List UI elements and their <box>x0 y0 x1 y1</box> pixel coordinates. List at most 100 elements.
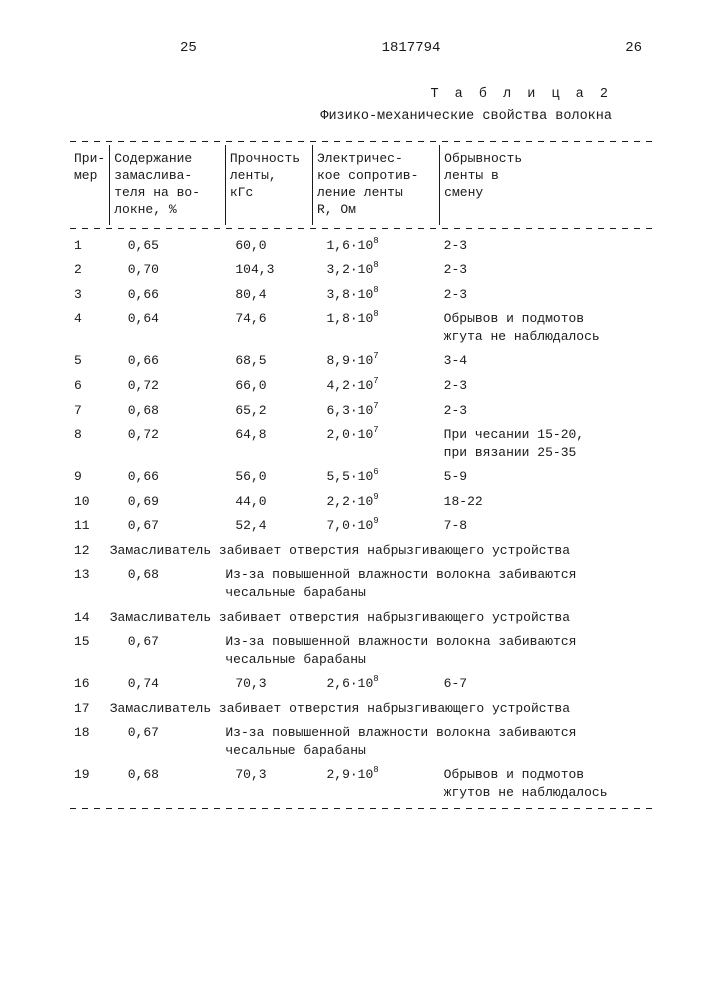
cell-note: Из-за повышенной влажности волокна забив… <box>225 629 652 671</box>
cell-n: 19 <box>70 762 110 804</box>
col-header-strength: Прочностьленты,кГс <box>225 145 312 225</box>
cell-note: Замасливатель забивает отверстия набрызг… <box>110 696 652 721</box>
cell-n: 4 <box>70 306 110 348</box>
cell-a: 0,69 <box>110 489 226 514</box>
page-num-left: 25 <box>180 40 197 56</box>
page-num-right: 26 <box>625 40 642 56</box>
col-header-resistance: Электричес-кое сопротив-ление лентыR, Ом <box>312 145 439 225</box>
cell-n: 7 <box>70 398 110 423</box>
table-label: Т а б л и ц а 2 <box>70 84 612 106</box>
cell-a: 0,66 <box>110 282 226 307</box>
cell-a: 0,70 <box>110 257 226 282</box>
cell-n: 14 <box>70 605 110 630</box>
cell-a: 0,68 <box>110 398 226 423</box>
cell-b: 66,0 <box>225 373 312 398</box>
cell-n: 15 <box>70 629 110 671</box>
table-row: 50,6668,58,9·1073-4 <box>70 348 652 373</box>
table-row: 110,6752,47,0·1097-8 <box>70 513 652 538</box>
rule-bottom <box>70 804 652 812</box>
cell-n: 5 <box>70 348 110 373</box>
cell-a: 0,66 <box>110 464 226 489</box>
table-row: 150,67Из-за повышенной влажности волокна… <box>70 629 652 671</box>
table-row: 14Замасливатель забивает отверстия набры… <box>70 605 652 630</box>
cell-a: 0,64 <box>110 306 226 348</box>
cell-n: 17 <box>70 696 110 721</box>
cell-c: 3,2·108 <box>312 257 439 282</box>
cell-c: 1,8·108 <box>312 306 439 348</box>
cell-a: 0,68 <box>110 762 226 804</box>
table-row: 30,6680,43,8·1082-3 <box>70 282 652 307</box>
table-row: 100,6944,02,2·10918-22 <box>70 489 652 514</box>
cell-n: 9 <box>70 464 110 489</box>
page-numbers: 25 1817794 26 <box>70 40 652 56</box>
cell-b: 60,0 <box>225 233 312 258</box>
cell-d: Обрывов и подмотовжгутов не наблюдалось <box>440 762 652 804</box>
cell-d: 18-22 <box>440 489 652 514</box>
cell-a: 0,67 <box>110 513 226 538</box>
cell-a: 0,72 <box>110 422 226 464</box>
cell-b: 104,3 <box>225 257 312 282</box>
cell-a: 0,65 <box>110 233 226 258</box>
cell-b: 80,4 <box>225 282 312 307</box>
cell-n: 1 <box>70 233 110 258</box>
cell-n: 11 <box>70 513 110 538</box>
cell-d: 2-3 <box>440 233 652 258</box>
cell-d: 2-3 <box>440 257 652 282</box>
cell-a: 0,67 <box>110 629 226 671</box>
table-row: 40,6474,61,8·108Обрывов и подмотовжгута … <box>70 306 652 348</box>
cell-n: 6 <box>70 373 110 398</box>
cell-b: 70,3 <box>225 671 312 696</box>
cell-n: 18 <box>70 720 110 762</box>
cell-c: 2,9·108 <box>312 762 439 804</box>
cell-b: 56,0 <box>225 464 312 489</box>
table-row: 160,7470,32,6·1086-7 <box>70 671 652 696</box>
page: 25 1817794 26 Т а б л и ц а 2 Физико-мех… <box>0 0 707 1000</box>
cell-c: 2,6·108 <box>312 671 439 696</box>
cell-c: 8,9·107 <box>312 348 439 373</box>
table-row: 20,70104,33,2·1082-3 <box>70 257 652 282</box>
cell-d: 2-3 <box>440 282 652 307</box>
cell-b: 44,0 <box>225 489 312 514</box>
table-row: 130,68Из-за повышенной влажности волокна… <box>70 562 652 604</box>
cell-c: 3,8·108 <box>312 282 439 307</box>
document-number: 1817794 <box>382 40 441 56</box>
cell-a: 0,68 <box>110 562 226 604</box>
cell-a: 0,74 <box>110 671 226 696</box>
cell-b: 68,5 <box>225 348 312 373</box>
cell-note: Из-за повышенной влажности волокна забив… <box>225 720 652 762</box>
cell-a: 0,72 <box>110 373 226 398</box>
cell-n: 16 <box>70 671 110 696</box>
cell-c: 1,6·108 <box>312 233 439 258</box>
data-table: При-мер Содержаниезамаслива-теля на во-л… <box>70 137 652 812</box>
cell-c: 2,0·107 <box>312 422 439 464</box>
table-row: 190,6870,32,9·108Обрывов и подмотовжгуто… <box>70 762 652 804</box>
table-row: 10,6560,01,6·1082-3 <box>70 233 652 258</box>
cell-b: 74,6 <box>225 306 312 348</box>
table-row: 12Замасливатель забивает отверстия набры… <box>70 538 652 563</box>
cell-d: 3-4 <box>440 348 652 373</box>
cell-note: Замасливатель забивает отверстия набрызг… <box>110 538 652 563</box>
col-header-breakage: Обрывностьленты всмену <box>440 145 652 225</box>
table-caption: Т а б л и ц а 2 Физико-механические свой… <box>70 84 652 127</box>
col-header-example: При-мер <box>70 145 110 225</box>
cell-d: 5-9 <box>440 464 652 489</box>
col-header-content: Содержаниезамаслива-теля на во-локне, % <box>110 145 226 225</box>
cell-n: 2 <box>70 257 110 282</box>
cell-d: 6-7 <box>440 671 652 696</box>
cell-d: При чесании 15-20,при вязании 25-35 <box>440 422 652 464</box>
cell-a: 0,67 <box>110 720 226 762</box>
cell-d: 2-3 <box>440 373 652 398</box>
table-row: 60,7266,04,2·1072-3 <box>70 373 652 398</box>
cell-c: 4,2·107 <box>312 373 439 398</box>
cell-b: 70,3 <box>225 762 312 804</box>
table-row: 90,6656,05,5·1065-9 <box>70 464 652 489</box>
cell-c: 5,5·106 <box>312 464 439 489</box>
cell-b: 65,2 <box>225 398 312 423</box>
cell-n: 10 <box>70 489 110 514</box>
header-row: При-мер Содержаниезамаслива-теля на во-л… <box>70 145 652 225</box>
cell-note: Замасливатель забивает отверстия набрызг… <box>110 605 652 630</box>
table-row: 70,6865,26,3·1072-3 <box>70 398 652 423</box>
cell-n: 3 <box>70 282 110 307</box>
cell-n: 13 <box>70 562 110 604</box>
rule-top <box>70 137 652 145</box>
